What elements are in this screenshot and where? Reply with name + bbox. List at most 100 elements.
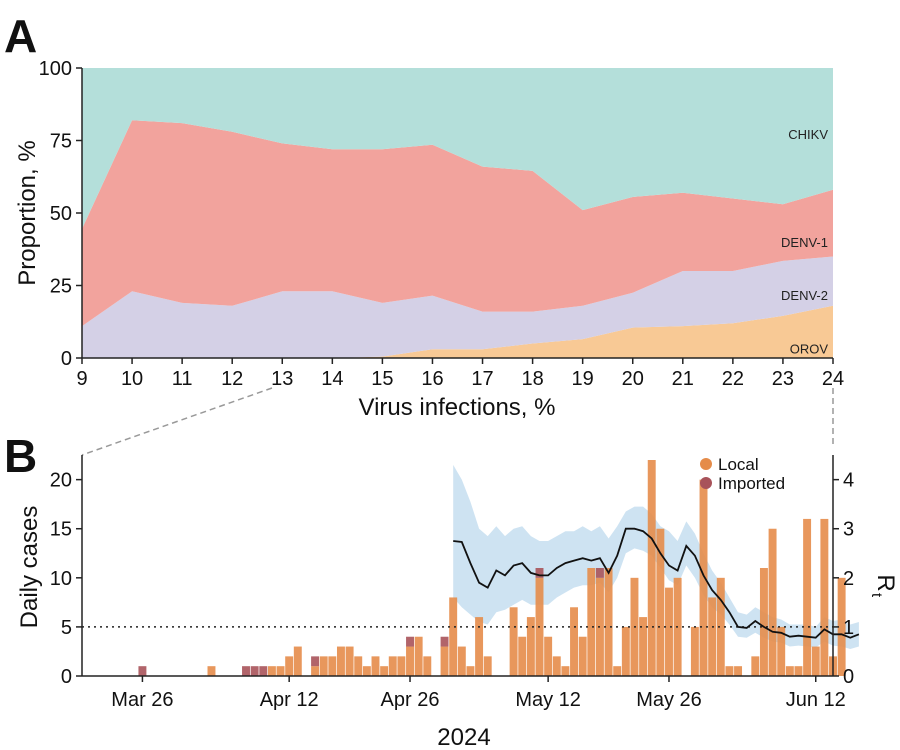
y-tick-label-b: 5 bbox=[61, 617, 72, 639]
axes-a: 0 25 50 75 100 9 10 11 12 13 14 15 16 17 18 19 20 21 22 23 2… bbox=[39, 58, 845, 390]
bar-local bbox=[665, 587, 673, 676]
area-orov bbox=[82, 305, 833, 358]
bar-local bbox=[207, 666, 216, 676]
bar-local bbox=[777, 626, 786, 676]
x-tick-label-a: 20 bbox=[622, 368, 644, 390]
bar-local bbox=[587, 568, 596, 676]
bar-local bbox=[837, 577, 846, 676]
panel-a-area-chart: OROV DENV-2 DENV-1 CHIKV 0 25 50 75 100 9 10 11 12 1… bbox=[14, 58, 844, 421]
x-tick-label-a: 14 bbox=[321, 368, 343, 390]
bar-imported bbox=[535, 568, 544, 578]
series-labels: OROV DENV-2 DENV-1 CHIKV bbox=[781, 127, 828, 356]
bar-local bbox=[397, 656, 406, 676]
x-tick-label-a: 9 bbox=[76, 368, 87, 390]
panel-b-bar-chart: 0 5 10 15 20 0 1 2 3 4 Mar 26 Apr 12 Apr 26 May 12 May… bbox=[16, 455, 899, 750]
bar-local bbox=[811, 646, 820, 676]
bar-imported bbox=[440, 636, 449, 647]
bar-local bbox=[457, 646, 466, 676]
bar-local bbox=[734, 666, 743, 676]
x-tick-label-b: Apr 12 bbox=[260, 689, 319, 711]
legend-local-marker bbox=[700, 458, 712, 470]
x-tick-label-a: 13 bbox=[271, 368, 293, 390]
bar-local bbox=[267, 666, 276, 676]
legend: Local Imported bbox=[700, 455, 785, 493]
bar-local bbox=[311, 666, 320, 676]
x-tick-label-a: 18 bbox=[521, 368, 543, 390]
stacked-areas bbox=[82, 68, 833, 358]
bar-local bbox=[345, 646, 354, 676]
legend-imported-marker bbox=[700, 477, 712, 489]
bar-local bbox=[449, 597, 458, 676]
y-tick-label-b: 0 bbox=[61, 666, 72, 688]
x-tick-label-a: 16 bbox=[421, 368, 443, 390]
rt-line bbox=[82, 527, 860, 639]
y2-tick-label-b: 4 bbox=[843, 470, 854, 492]
zoom-connector-left bbox=[81, 387, 273, 456]
y2-tick-label-b: 2 bbox=[843, 568, 854, 590]
bar-imported bbox=[242, 666, 250, 676]
bar-local bbox=[293, 646, 302, 676]
x-tick-label-a: 17 bbox=[471, 368, 493, 390]
y-tick-label-b: 20 bbox=[50, 470, 72, 492]
bar-local bbox=[604, 568, 613, 676]
area-denv-1 bbox=[82, 120, 833, 327]
panel-a-label: A bbox=[4, 10, 37, 62]
y-axis-label-b: Daily cases bbox=[16, 506, 43, 629]
y-tick-label-b: 15 bbox=[50, 519, 72, 541]
y2-tick-label-b: 3 bbox=[843, 519, 854, 541]
rt-label-sub: t bbox=[868, 593, 885, 598]
x-axis-label-a: Virus infections, % bbox=[359, 394, 556, 421]
bar-local bbox=[544, 636, 553, 676]
bar-imported bbox=[250, 666, 259, 676]
bar-local bbox=[354, 656, 363, 676]
x-tick-label-a: 19 bbox=[572, 368, 594, 390]
x-tick-label-a: 23 bbox=[772, 368, 794, 390]
y2-axis-label-b: R t bbox=[868, 574, 899, 598]
bar-imported bbox=[259, 666, 268, 676]
bar-local bbox=[276, 666, 285, 676]
bar-local bbox=[699, 479, 708, 676]
bar-local bbox=[406, 646, 414, 676]
rt-line-path bbox=[453, 527, 860, 639]
bar-local bbox=[518, 636, 527, 676]
y-tick-label-a: 25 bbox=[50, 276, 72, 298]
bar-local bbox=[336, 646, 345, 676]
series-label-denv-1: DENV-1 bbox=[781, 235, 828, 250]
x-tick-label-a: 21 bbox=[672, 368, 694, 390]
bar-local bbox=[526, 617, 535, 676]
bar-local bbox=[388, 656, 397, 676]
bar-local bbox=[803, 518, 812, 676]
bar-local bbox=[621, 626, 630, 676]
bar-local bbox=[820, 518, 829, 676]
x-tick-label-b: Apr 26 bbox=[381, 689, 440, 711]
bar-local bbox=[656, 528, 665, 676]
bar-local bbox=[613, 666, 622, 676]
bar-local bbox=[466, 666, 475, 676]
bar-imported bbox=[138, 666, 147, 676]
bar-local bbox=[561, 666, 570, 676]
bar-local bbox=[785, 666, 794, 676]
bar-local bbox=[751, 656, 760, 676]
bar-local bbox=[725, 666, 734, 676]
legend-imported-label: Imported bbox=[718, 474, 785, 493]
axes-b: 0 5 10 15 20 0 1 2 3 4 Mar 26 Apr 12 Apr 26 May 12 May… bbox=[50, 455, 854, 711]
x-tick-label-a: 11 bbox=[172, 368, 193, 390]
y2-tick-label-b: 1 bbox=[843, 617, 854, 639]
series-label-orov: OROV bbox=[790, 341, 829, 356]
bar-local bbox=[319, 656, 328, 676]
y-tick-label-b: 10 bbox=[50, 568, 72, 590]
y-tick-label-a: 75 bbox=[50, 131, 72, 153]
y2-tick-label-b: 0 bbox=[843, 666, 854, 688]
bar-local bbox=[639, 617, 648, 676]
y-tick-label-a: 100 bbox=[39, 58, 72, 80]
x-tick-label-b: Mar 26 bbox=[111, 689, 173, 711]
bar-local bbox=[708, 597, 717, 676]
series-label-denv-2: DENV-2 bbox=[781, 288, 828, 303]
bar-local bbox=[380, 666, 389, 676]
x-tick-label-a: 22 bbox=[722, 368, 744, 390]
bar-local bbox=[423, 656, 432, 676]
bar-local bbox=[440, 646, 449, 676]
x-tick-label-b: Jun 12 bbox=[786, 689, 846, 711]
x-tick-label-b: May 12 bbox=[515, 689, 581, 711]
